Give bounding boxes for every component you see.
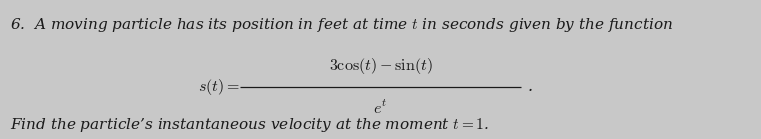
Text: $3\cos(t) - \sin(t)$: $3\cos(t) - \sin(t)$ bbox=[329, 56, 432, 76]
Text: .: . bbox=[527, 78, 533, 95]
Text: $s(t) =$: $s(t) =$ bbox=[198, 77, 240, 97]
Text: 6.  A moving particle has its position in feet at time $t$ in seconds given by t: 6. A moving particle has its position in… bbox=[10, 16, 673, 34]
Text: Find the particle’s instantaneous velocity at the moment $t = 1$.: Find the particle’s instantaneous veloci… bbox=[10, 116, 489, 134]
Text: $e^t$: $e^t$ bbox=[374, 100, 387, 118]
